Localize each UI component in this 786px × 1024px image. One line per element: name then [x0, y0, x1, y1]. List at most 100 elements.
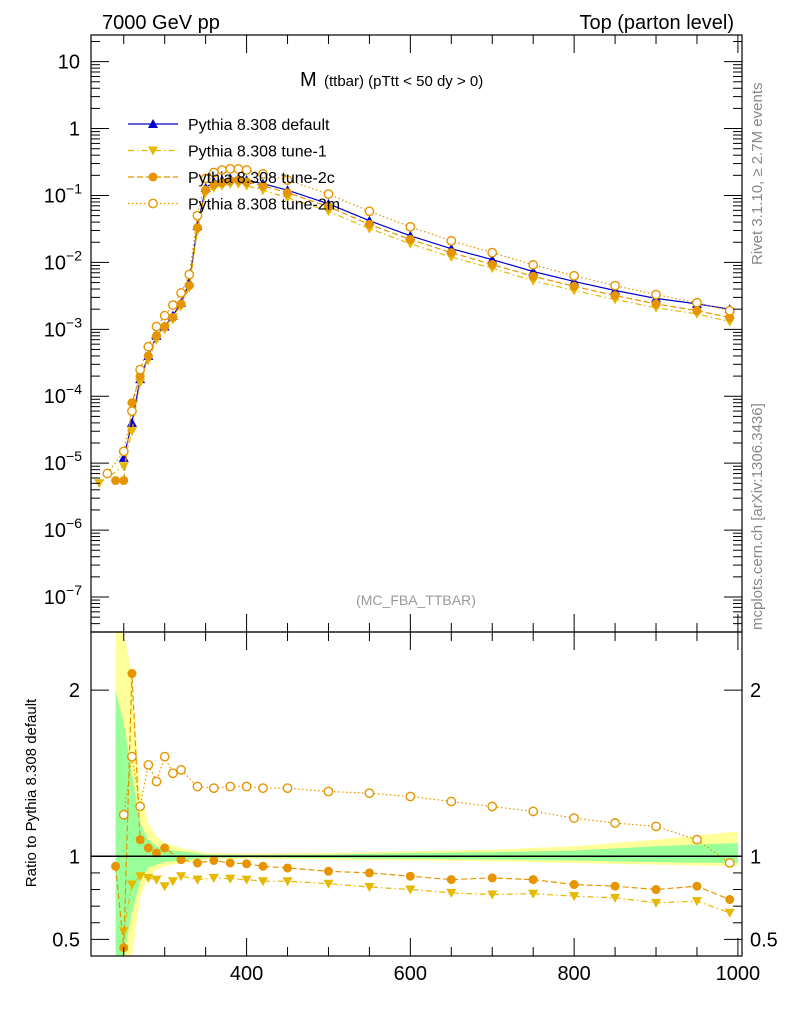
data-point	[168, 313, 178, 323]
y-tick-label: 1	[69, 119, 80, 141]
data-point	[143, 873, 154, 883]
data-point	[323, 879, 334, 889]
y-tick-label: 10−4	[44, 381, 82, 408]
data-point	[364, 883, 375, 893]
data-point	[208, 783, 219, 794]
data-point	[258, 169, 268, 179]
data-point	[192, 858, 202, 868]
ratio-y-tick-label: 1	[750, 846, 761, 868]
data-point	[135, 872, 146, 882]
data-point	[405, 221, 416, 232]
data-point	[446, 888, 457, 898]
data-point	[127, 751, 137, 762]
band-green	[115, 690, 738, 956]
data-point	[127, 398, 137, 408]
data-point	[569, 892, 580, 902]
data-point	[225, 874, 236, 884]
data-point	[364, 206, 375, 217]
data-point	[364, 868, 374, 878]
series-pythia-8-308-tune-2m	[118, 751, 735, 868]
legend: Pythia 8.308 default Pythia 8.308 tune-1 P…	[128, 117, 340, 214]
series-line-pythia-8-308-tune-1	[123, 875, 730, 932]
data-point	[111, 861, 121, 871]
y-tick-label: 10−2	[44, 247, 82, 274]
data-point	[152, 331, 162, 341]
legend-marker-pythia-8-308-default	[148, 119, 158, 128]
data-point	[569, 880, 579, 890]
data-point	[692, 834, 702, 845]
legend-marker-pythia-8-308-tune-1	[148, 146, 158, 156]
band-yellow	[115, 632, 738, 956]
data-point	[446, 796, 457, 807]
data-point	[651, 289, 661, 300]
data-point	[258, 783, 268, 794]
series-line-pythia-8-308-tune-2c	[115, 179, 730, 482]
data-point	[487, 890, 498, 900]
energy-label: 7000 GeV pp	[102, 12, 220, 34]
data-point	[487, 801, 498, 812]
legend-label-pythia-8-308-tune-2c: Pythia 8.308 tune-2c	[188, 170, 335, 187]
rivet-label: Rivet 3.1.10, ≥ 2.7M events	[749, 83, 766, 266]
data-point	[127, 406, 137, 416]
data-point	[135, 364, 146, 375]
data-point	[176, 765, 186, 775]
data-point	[528, 806, 539, 817]
data-point	[724, 305, 735, 316]
data-point	[225, 858, 235, 868]
legend-label-pythia-8-308-tune-1: Pythia 8.308 tune-1	[188, 144, 327, 161]
data-point	[258, 181, 268, 191]
data-point	[323, 189, 334, 199]
data-point	[135, 835, 145, 845]
data-point	[160, 843, 170, 853]
data-point	[487, 260, 497, 270]
data-point	[126, 417, 137, 427]
data-point	[208, 873, 219, 883]
data-point	[364, 219, 374, 229]
data-point	[151, 321, 162, 332]
data-point	[446, 875, 456, 885]
data-point	[200, 173, 211, 184]
data-point	[692, 881, 702, 891]
data-point	[102, 468, 113, 479]
legend-label-pythia-8-308-tune-2m: Pythia 8.308 tune-2m	[188, 197, 340, 214]
axis-ticks	[91, 35, 742, 956]
data-point	[159, 310, 170, 321]
data-point	[118, 809, 129, 820]
main-series-layer	[94, 163, 735, 489]
data-point	[258, 861, 268, 871]
ratio-bands	[115, 632, 738, 956]
data-point	[528, 259, 539, 270]
data-point	[651, 299, 661, 309]
data-point	[225, 176, 235, 186]
x-tick-label: 600	[394, 963, 427, 985]
data-point	[159, 882, 170, 892]
data-point	[724, 908, 735, 918]
data-point	[610, 291, 620, 301]
ratio-y-tick-label: 2	[69, 680, 80, 702]
series-pythia-8-308-tune-2c	[111, 175, 735, 486]
data-point	[143, 843, 153, 853]
ratio-y-tick-label: 0.5	[750, 929, 778, 951]
data-point	[167, 877, 178, 887]
data-point	[242, 177, 252, 187]
data-point	[176, 299, 186, 309]
data-point	[118, 446, 129, 457]
data-point	[405, 871, 415, 881]
data-point	[135, 378, 146, 388]
data-point	[405, 885, 416, 895]
data-point	[143, 760, 154, 770]
analysis-watermark: (MC_FBA_TTBAR)	[356, 592, 476, 608]
y-tick-label: 10−5	[44, 448, 82, 475]
data-point	[528, 889, 539, 899]
y-tick-label: 10−1	[44, 180, 82, 207]
x-tick-label: 800	[557, 963, 590, 985]
data-point	[176, 288, 186, 298]
data-point	[152, 848, 162, 858]
series-line-pythia-8-308-default	[123, 177, 730, 459]
data-point	[569, 813, 580, 823]
data-point	[405, 234, 415, 244]
data-point	[651, 898, 662, 908]
data-point	[610, 881, 620, 891]
data-point	[610, 280, 620, 291]
